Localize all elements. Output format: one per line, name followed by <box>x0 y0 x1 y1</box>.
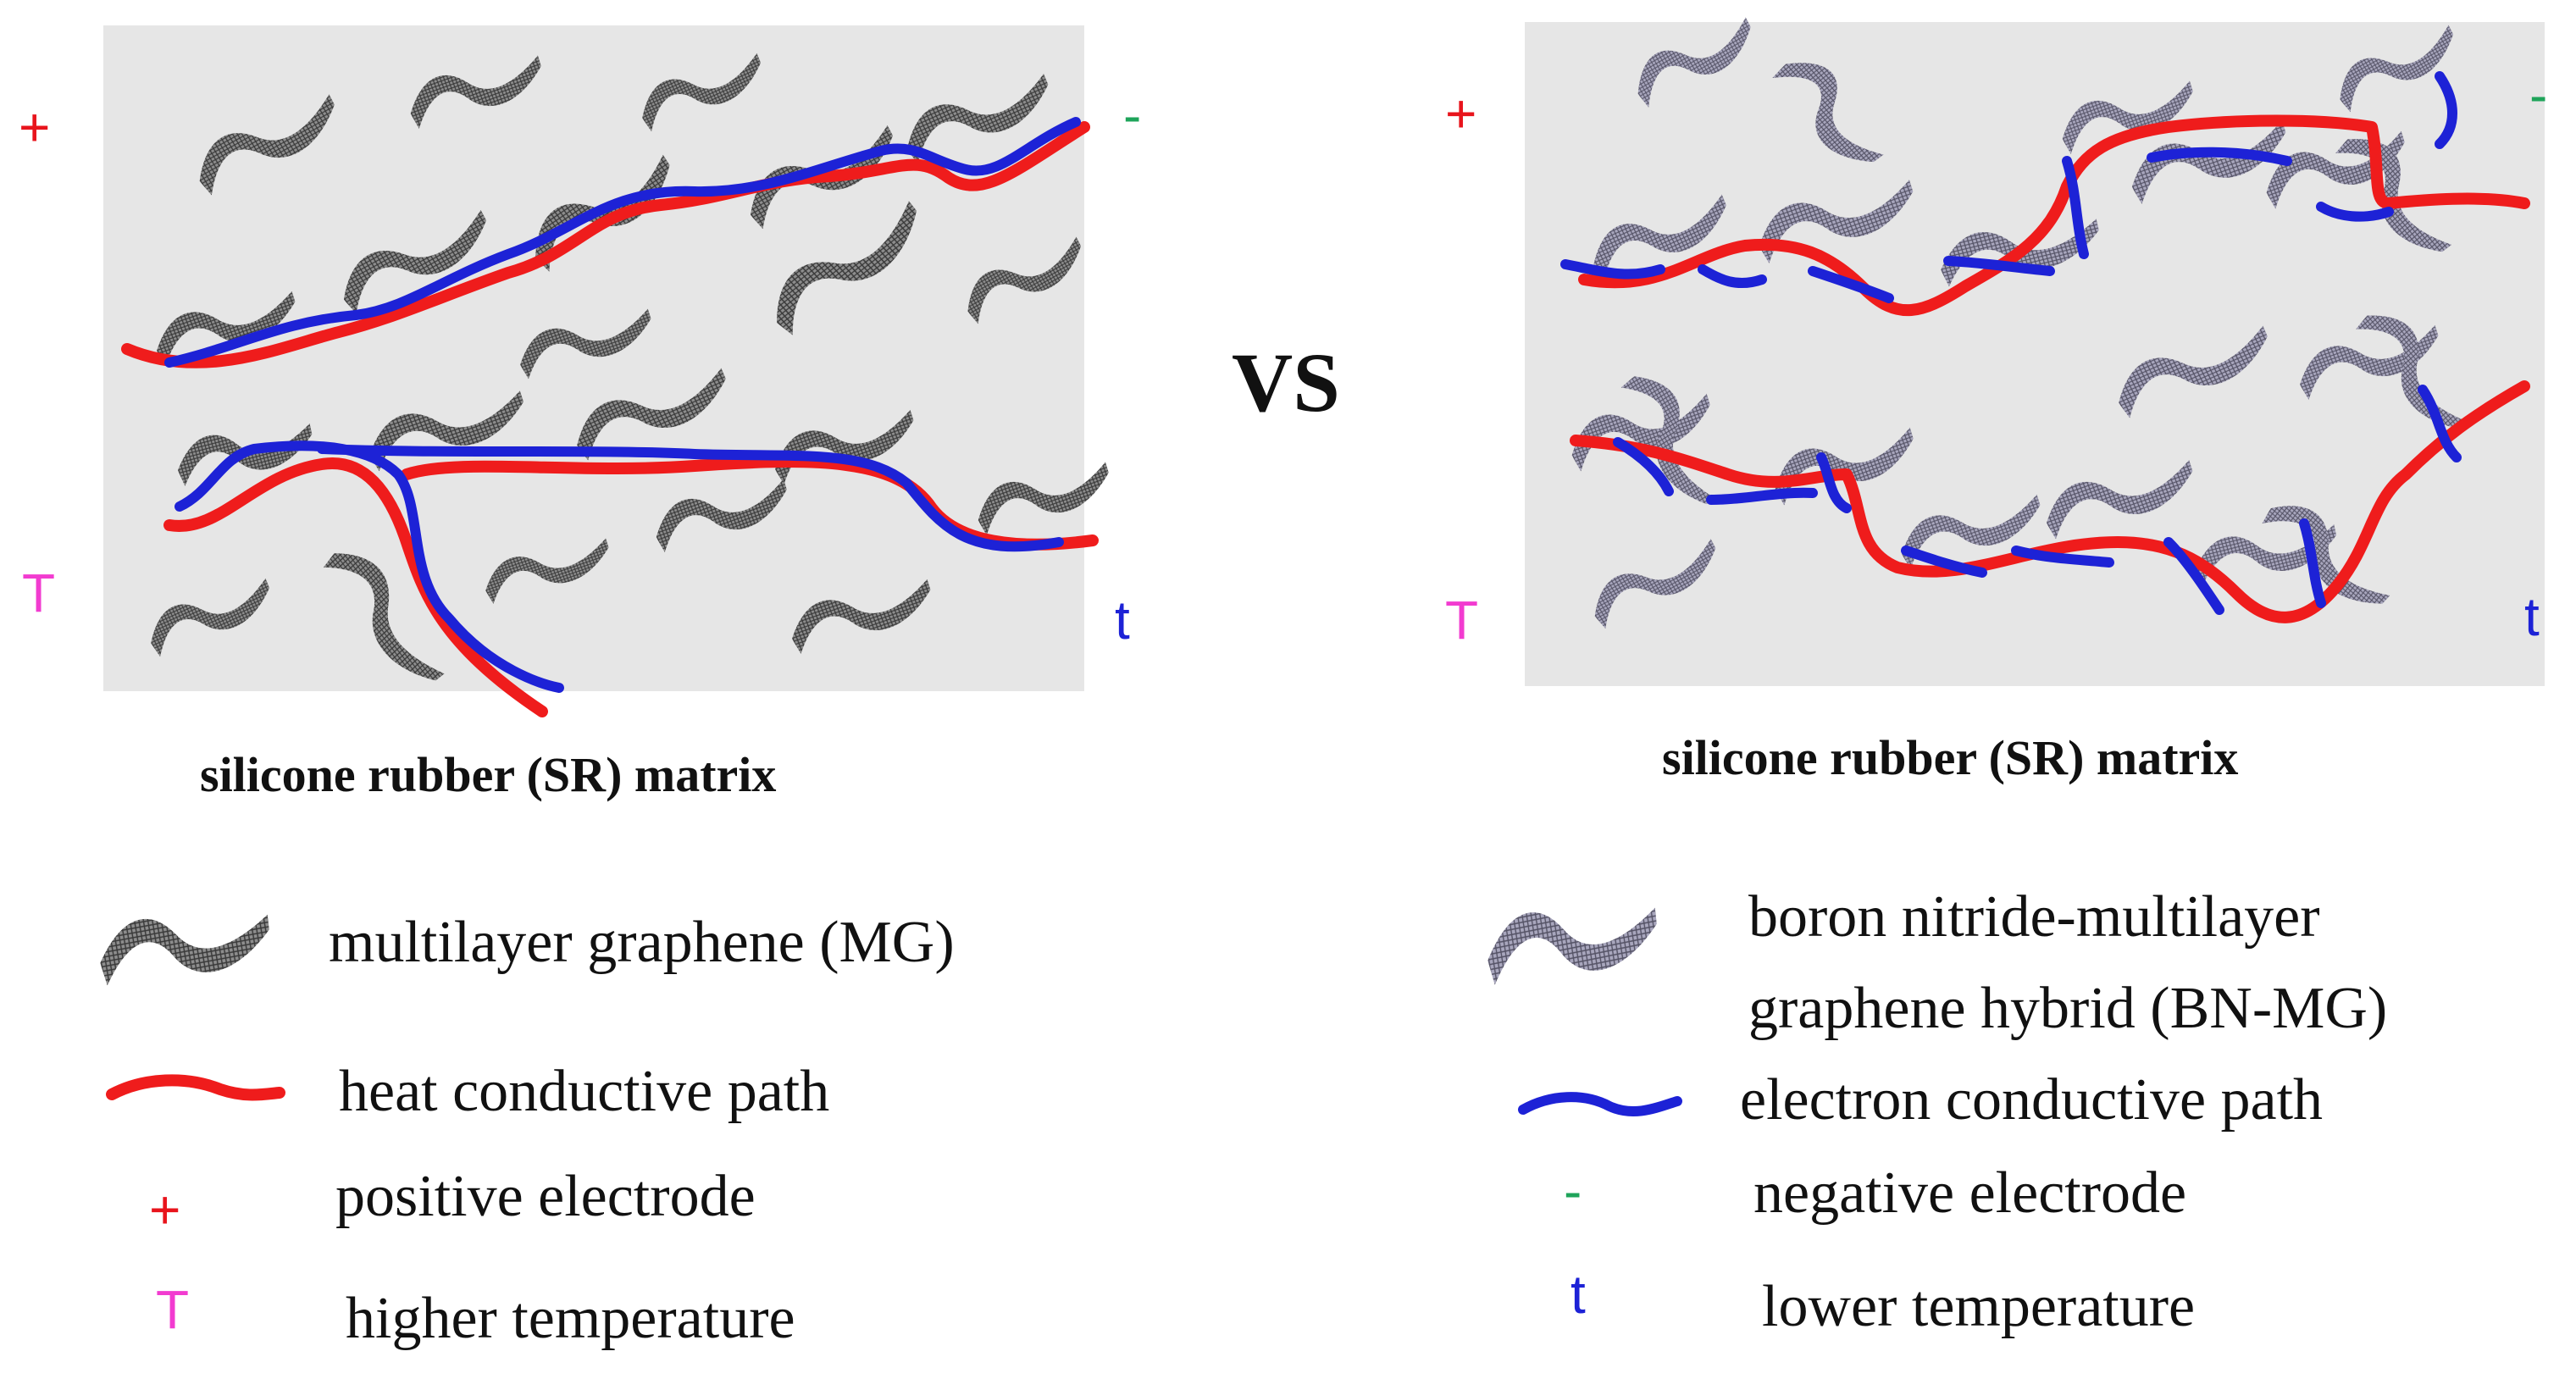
legend-red-heat-path-icon <box>106 1074 285 1101</box>
legend-bn-mg-text-line2: graphene hybrid (BN-MG) <box>1748 976 2388 1041</box>
right-electron-segment-9 <box>1613 437 1674 496</box>
legend-mg-text: multilayer graphene (MG) <box>329 910 955 975</box>
left-negative-electrode-symbol: - <box>1123 85 1142 146</box>
right-lower-temperature-symbol: t <box>2524 586 2540 647</box>
legend-lower-temp-text: lower temperature <box>1762 1274 2196 1339</box>
right-positive-electrode-symbol: + <box>1445 83 1477 144</box>
right-electron-segment-14 <box>2163 537 2224 615</box>
right-higher-temperature-symbol: T <box>1445 590 1479 651</box>
right-electron-segment-7 <box>2316 202 2394 222</box>
right-electron-segment-13 <box>2011 546 2114 568</box>
left-electron-path-upper <box>164 117 1081 368</box>
legend-bn-mg-text-line1: boron nitride-multilayer <box>1748 884 2320 950</box>
legend-higher-temp-text: higher temperature <box>346 1286 795 1351</box>
legend-blue-electron-path-icon <box>1518 1092 1682 1117</box>
right-heat-path-lower <box>1570 380 2530 623</box>
left-matrix-caption: silicone rubber (SR) matrix <box>200 747 777 802</box>
right-electron-segment-16 <box>2418 385 2462 462</box>
right-heat-paths <box>1570 114 2530 623</box>
right-matrix-caption: silicone rubber (SR) matrix <box>1662 730 2239 785</box>
right-electron-segment-12 <box>1901 546 1987 578</box>
legend-electron-path-text: electron conductive path <box>1740 1067 2324 1133</box>
right-electron-segment-1 <box>1560 259 1665 280</box>
right-electron-segment-10 <box>1706 487 1818 505</box>
legend-higher-temp-symbol: T <box>156 1279 190 1340</box>
right-electron-segment-15 <box>2299 518 2326 608</box>
left-higher-temperature-symbol: T <box>22 562 56 623</box>
legend-negative-symbol: - <box>1564 1160 1582 1221</box>
left-heat-path-upper <box>121 121 1090 368</box>
legend-positive-symbol: + <box>149 1179 181 1240</box>
left-electron-paths <box>164 117 1081 693</box>
right-electron-paths <box>1560 71 2462 615</box>
legend-graphene-flake-icon <box>100 914 269 986</box>
right-electron-segment-2 <box>1698 264 1767 288</box>
right-electron-segment-4 <box>1943 256 2055 276</box>
left-electron-path-lower <box>175 440 1064 693</box>
legend-positive-text: positive electrode <box>335 1164 756 1229</box>
right-electron-segment-6 <box>2147 147 2292 166</box>
right-electron-segment-8 <box>2435 71 2457 149</box>
legend-heat-path-text: heat conductive path <box>339 1059 830 1124</box>
vs-label: VS <box>1232 335 1340 429</box>
right-heat-path-upper <box>1578 114 2530 317</box>
right-electron-segment-3 <box>1808 266 1894 303</box>
right-negative-electrode-symbol: - <box>2529 64 2548 125</box>
right-electron-segment-11 <box>1816 452 1852 513</box>
legend-bn-mg-flake-icon <box>1487 907 1657 985</box>
left-positive-electrode-symbol: + <box>19 97 51 158</box>
left-lower-temperature-symbol: t <box>1115 590 1130 651</box>
legend-negative-text: negative electrode <box>1753 1160 2187 1226</box>
legend-lower-temp-symbol: t <box>1571 1264 1586 1325</box>
right-electron-segment-5 <box>2062 156 2089 259</box>
